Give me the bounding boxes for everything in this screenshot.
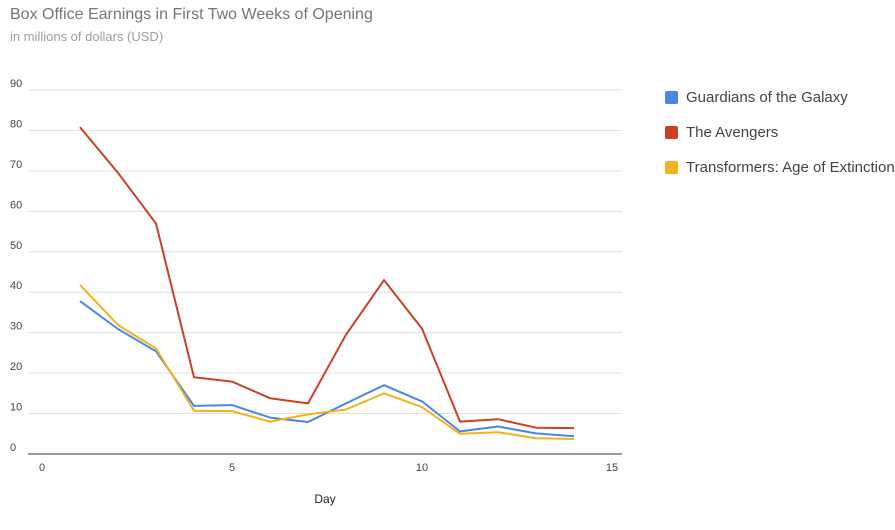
y-tick-label-30: 30 (10, 321, 22, 333)
legend-swatch-guardians (665, 91, 678, 104)
y-tick-label-40: 40 (10, 280, 22, 292)
y-tick-label-0: 0 (10, 442, 16, 454)
x-tick-label-10: 10 (416, 462, 428, 474)
y-tick-label-50: 50 (10, 240, 22, 252)
series-line-avengers (79, 126, 575, 430)
legend-label-avengers: The Avengers (686, 124, 779, 141)
chart-subtitle: in millions of dollars (USD) (10, 29, 164, 44)
x-tick-label-5: 5 (229, 462, 235, 474)
y-tick-label-90: 90 (10, 78, 22, 90)
y-tick-label-70: 70 (10, 159, 22, 171)
legend: Guardians of the Galaxy The Avengers Tra… (665, 88, 895, 193)
legend-item-avengers[interactable]: The Avengers (665, 123, 895, 158)
y-tick-label-80: 80 (10, 118, 22, 130)
x-tick-label-0: 0 (39, 462, 45, 474)
legend-item-guardians[interactable]: Guardians of the Galaxy (665, 88, 895, 123)
legend-swatch-avengers (665, 126, 678, 139)
y-tick-label-60: 60 (10, 199, 22, 211)
series-line-transformers (79, 284, 575, 440)
legend-swatch-transformers (665, 161, 678, 174)
series-lines (79, 126, 575, 440)
x-tick-label-15: 15 (606, 462, 618, 474)
gridlines (28, 89, 622, 415)
legend-label-transformers: Transformers: Age of Extinction (686, 159, 895, 176)
tick-labels: 0 10 20 30 40 50 60 70 80 90 0 5 10 15 (10, 78, 618, 474)
legend-label-guardians: Guardians of the Galaxy (686, 89, 848, 106)
chart-title: Box Office Earnings in First Two Weeks o… (10, 6, 373, 23)
x-axis-title: Day (314, 492, 335, 506)
legend-item-transformers[interactable]: Transformers: Age of Extinction (665, 158, 895, 193)
y-tick-label-10: 10 (10, 402, 22, 414)
y-tick-label-20: 20 (10, 361, 22, 373)
